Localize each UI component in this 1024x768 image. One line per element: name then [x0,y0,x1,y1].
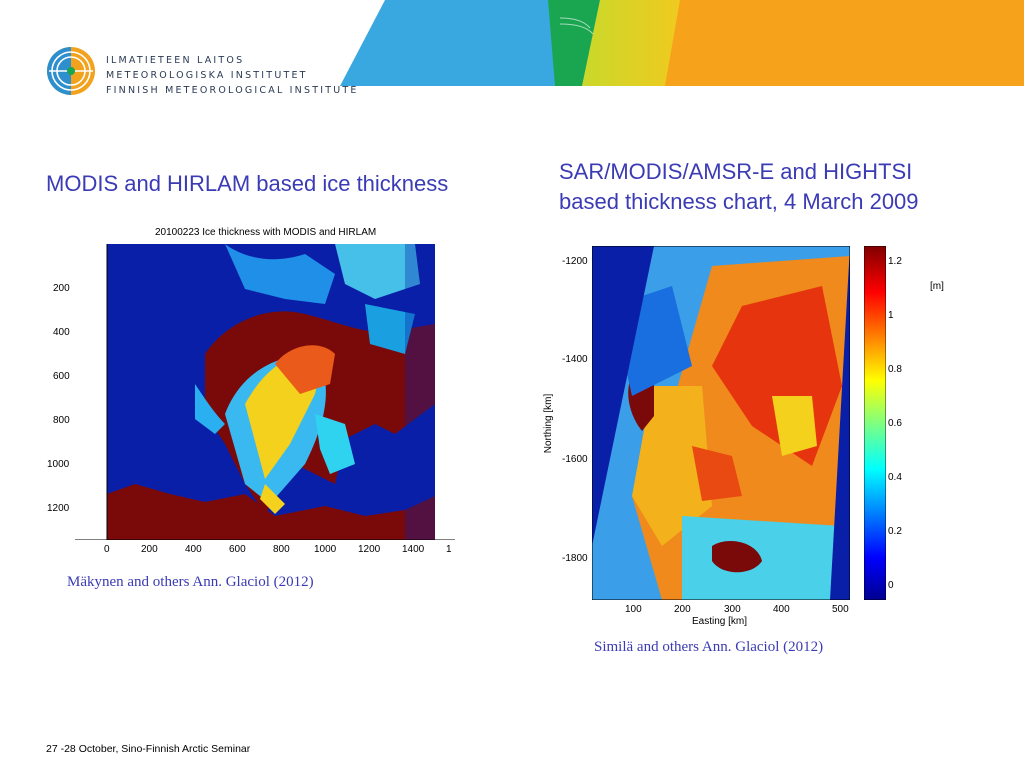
left-y-tick: 1000 [47,459,70,470]
colorbar-tick: 1 [888,310,894,321]
org-name-swedish: METEOROLOGISKA INSTITUTET [106,70,308,81]
left-x-tick: 800 [273,544,290,555]
left-x-tick: 1 [446,544,452,555]
right-y-tick: -1800 [562,553,588,564]
header-banner [340,0,1024,86]
colorbar-tick: 1.2 [888,256,902,267]
right-x-label: Easting [km] [692,616,748,627]
left-x-tick: 600 [229,544,246,555]
left-x-tick: 1200 [358,544,381,555]
right-x-tick: 100 [625,604,642,615]
left-figure-title: 20100223 Ice thickness with MODIS and HI… [155,227,377,238]
org-name-english: FINNISH METEOROLOGICAL INSTITUTE [106,85,359,96]
left-figure: 20100223 Ice thickness with MODIS and HI… [45,222,455,562]
ice-thickness-map-modis-hirlam [75,244,455,540]
left-panel-title: MODIS and HIRLAM based ice thickness [46,171,449,196]
left-x-tick: 400 [185,544,202,555]
left-y-tick: 1200 [47,503,70,514]
fmi-logo-icon [47,47,95,95]
right-x-tick: 400 [773,604,790,615]
colorbar-unit: [m] [930,281,944,292]
colorbar-tick: 0 [888,580,894,591]
right-citation: Similä and others Ann. Glaciol (2012) [594,639,824,655]
right-x-tick: 300 [724,604,741,615]
colorbar-tick: 0.8 [888,364,902,375]
footer-text: 27 -28 October, Sino-Finnish Arctic Semi… [46,743,251,755]
organization-name: ILMATIETEEN LAITOS METEOROLOGISKA INSTIT… [106,53,359,98]
org-name-finnish: ILMATIETEEN LAITOS [106,55,245,66]
colorbar-tick: 0.6 [888,418,902,429]
left-y-tick: 200 [53,283,70,294]
right-panel-title-line2: based thickness chart, 4 March 2009 [559,189,919,214]
left-y-tick: 800 [53,415,70,426]
colorbar-tick: 0.2 [888,526,902,537]
right-panel-title-line1: SAR/MODIS/AMSR-E and HIGHTSI [559,159,913,184]
left-x-tick: 1400 [402,544,425,555]
right-figure: -1200 -1400 -1600 -1800 Northing [km] 10… [540,240,970,630]
right-x-tick: 500 [832,604,849,615]
colorbar [864,246,886,600]
right-y-tick: -1400 [562,354,588,365]
thickness-chart-sar-modis-amsre [592,246,850,600]
left-y-tick: 600 [53,371,70,382]
left-x-tick: 200 [141,544,158,555]
right-x-tick: 200 [674,604,691,615]
right-y-label: Northing [km] [543,393,555,454]
right-y-tick: -1200 [562,256,588,267]
colorbar-tick: 0.4 [888,472,902,483]
right-y-tick: -1600 [562,454,588,465]
left-x-tick: 1000 [314,544,337,555]
left-citation: Mäkynen and others Ann. Glaciol (2012) [67,574,314,590]
left-y-tick: 400 [53,327,70,338]
left-x-tick: 0 [104,544,110,555]
